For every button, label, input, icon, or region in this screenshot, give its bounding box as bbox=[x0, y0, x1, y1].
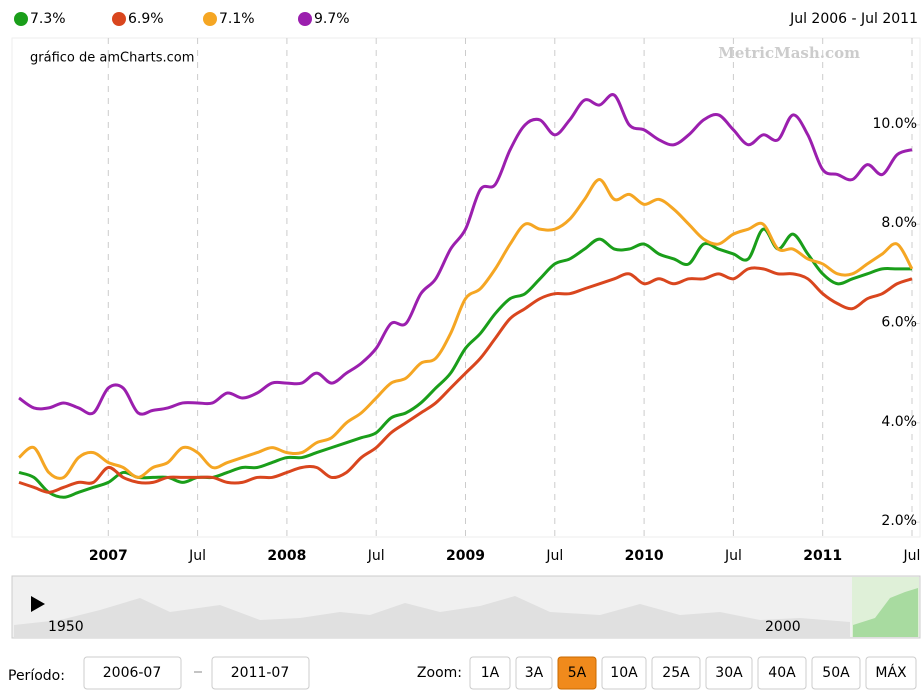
zoom-button[interactable] bbox=[705, 656, 753, 690]
play-button[interactable] bbox=[31, 596, 45, 612]
zoom-button-label: 1A bbox=[481, 665, 500, 681]
line-series bbox=[18, 266, 913, 494]
scroll-label: 2000 bbox=[765, 619, 801, 635]
watermark: MetricMash.com bbox=[718, 44, 860, 62]
x-tick-label: 2009 bbox=[446, 548, 485, 564]
period-label: Período: bbox=[8, 668, 65, 684]
to-value: 2011-07 bbox=[231, 665, 290, 681]
date-range: Jul 2006 - Jul 2011 bbox=[789, 11, 918, 27]
y-tick-label: 10.0% bbox=[873, 116, 917, 132]
x-tick-label: 2011 bbox=[803, 548, 842, 564]
zoom-button[interactable] bbox=[651, 656, 701, 690]
zoom-button-label: 50A bbox=[822, 665, 850, 681]
zoom-button[interactable] bbox=[469, 656, 511, 690]
zoom-button[interactable] bbox=[757, 656, 807, 690]
legend-label[interactable]: 7.3% bbox=[30, 11, 66, 27]
scrollbar-preview bbox=[14, 596, 850, 638]
zoom-button-label: 25A bbox=[662, 665, 690, 681]
zoom-button-label: 30A bbox=[715, 665, 743, 681]
line-series bbox=[18, 93, 913, 416]
x-tick-label: Jul bbox=[724, 548, 742, 564]
legend-marker[interactable] bbox=[14, 12, 28, 26]
legend-marker[interactable] bbox=[203, 12, 217, 26]
x-tick-label: Jul bbox=[367, 548, 385, 564]
credit: gráfico de amCharts.com bbox=[30, 51, 194, 66]
legend-marker[interactable] bbox=[112, 12, 126, 26]
x-tick-label: 2007 bbox=[89, 548, 128, 564]
legend-label[interactable]: 6.9% bbox=[128, 11, 164, 27]
zoom-button[interactable] bbox=[557, 656, 597, 690]
zoom-button[interactable] bbox=[601, 656, 647, 690]
zoom-button[interactable] bbox=[811, 656, 861, 690]
x-tick-label: Jul bbox=[545, 548, 563, 564]
plot-area bbox=[11, 37, 921, 538]
y-tick-label: 8.0% bbox=[881, 215, 917, 231]
y-tick-label: 4.0% bbox=[881, 414, 917, 430]
zoom-button[interactable] bbox=[515, 656, 553, 690]
zoom-button-label: 3A bbox=[525, 665, 544, 681]
x-tick-label: 2008 bbox=[267, 548, 306, 564]
zoom-label: Zoom: bbox=[417, 665, 462, 681]
legend-label[interactable]: 9.7% bbox=[314, 11, 350, 27]
y-tick-label: 2.0% bbox=[881, 513, 917, 529]
zoom-button[interactable] bbox=[865, 656, 917, 690]
to-input[interactable] bbox=[211, 656, 310, 690]
zoom-button-label: 40A bbox=[768, 665, 796, 681]
x-tick-label: Jul bbox=[188, 548, 206, 564]
zoom-button-label: 5A bbox=[568, 665, 587, 681]
scroll-label: 1950 bbox=[48, 619, 84, 635]
from-value: 2006-07 bbox=[103, 665, 162, 681]
y-tick-label: 6.0% bbox=[881, 314, 917, 330]
legend-marker[interactable] bbox=[298, 12, 312, 26]
selection-preview bbox=[853, 588, 918, 637]
from-input[interactable] bbox=[83, 656, 182, 690]
x-tick-label: Jul bbox=[903, 548, 921, 564]
zoom-button-label: 10A bbox=[610, 665, 638, 681]
zoom-button-label: MÁX bbox=[875, 664, 907, 681]
x-tick-label: 2010 bbox=[625, 548, 664, 564]
line-series bbox=[18, 178, 914, 480]
legend-label[interactable]: 7.1% bbox=[219, 11, 255, 27]
